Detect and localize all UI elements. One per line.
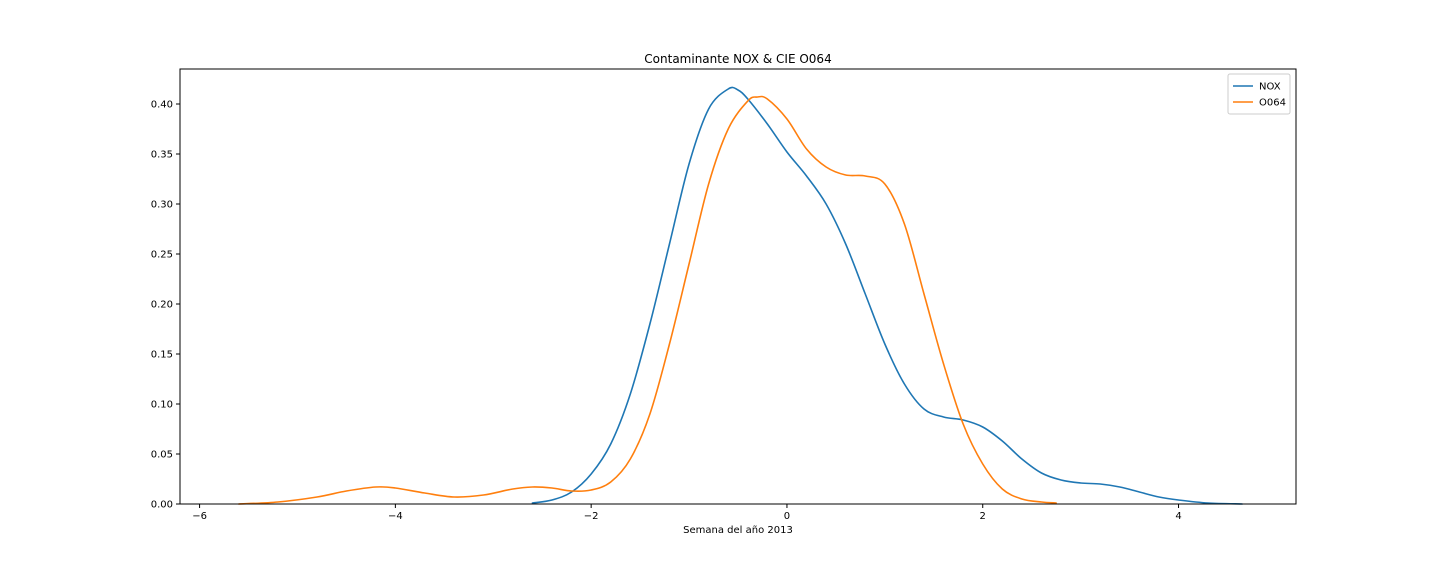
y-tick-label: 0.40	[151, 100, 173, 111]
y-tick-label: 0.25	[151, 250, 173, 261]
x-tick-label: −6	[192, 511, 207, 522]
legend-label: O064	[1259, 98, 1286, 109]
x-tick-label: 2	[980, 511, 986, 522]
y-tick-label: 0.10	[151, 400, 173, 411]
axes-frame	[179, 68, 1297, 505]
y-tick-label: 0.35	[151, 150, 173, 161]
legend: NOX O064	[1227, 73, 1291, 115]
x-tick-label: −2	[584, 511, 599, 522]
x-tick-label: 4	[1175, 511, 1181, 522]
y-axis: 0.00 0.05 0.10 0.15 0.20 0.25 0.30 0.35 0.40	[151, 100, 180, 511]
x-tick-label: 0	[784, 511, 790, 522]
series-group	[237, 86, 1243, 505]
chart-title: Contaminante NOX & CIE O064	[644, 52, 831, 66]
x-axis: −6 −4 −2 0 2 4	[192, 504, 1182, 522]
legend-box	[1227, 73, 1291, 115]
x-axis-label: Semana del año 2013	[683, 525, 793, 536]
y-tick-label: 0.15	[151, 350, 173, 361]
y-tick-label: 0.05	[151, 450, 173, 461]
y-tick-label: 0.00	[151, 500, 173, 511]
legend-label: NOX	[1259, 82, 1281, 93]
x-tick-label: −4	[388, 511, 403, 522]
series-line-o064	[237, 95, 1057, 505]
y-tick-label: 0.30	[151, 200, 173, 211]
y-tick-label: 0.20	[151, 300, 173, 311]
series-line-nox	[531, 86, 1243, 505]
